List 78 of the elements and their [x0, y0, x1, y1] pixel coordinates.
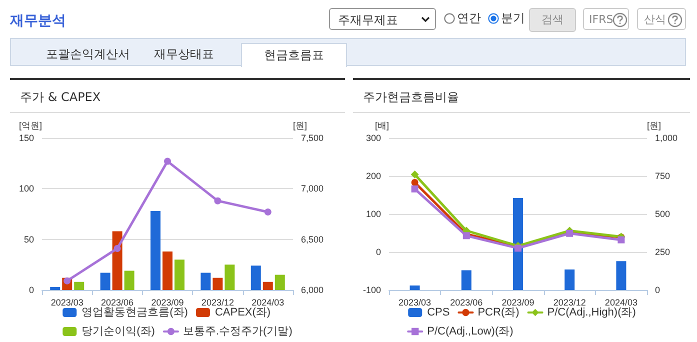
y2-tick-label: 750: [655, 171, 670, 181]
legend-label: 당기순이익(좌): [82, 326, 155, 338]
bar: [74, 282, 84, 290]
text: 산식: [644, 13, 666, 26]
y2-axis-title: [원]: [647, 120, 662, 130]
legend-label: PCR(좌): [478, 306, 520, 318]
y-tick-label: 0: [28, 285, 34, 295]
y2-axis-title: [원]: [293, 120, 308, 130]
bar: [410, 285, 420, 290]
text: 재무상태표: [153, 46, 215, 63]
bar: [212, 278, 223, 290]
y-axis-title: [배]: [374, 120, 389, 130]
y-tick-label: 150: [18, 133, 34, 143]
point: [214, 197, 222, 204]
text: 현금흐름표: [241, 43, 347, 67]
x-tick-label: 2023/12: [201, 298, 234, 308]
x-tick-label: 2023/03: [398, 298, 432, 308]
y-tick-label: 50: [24, 234, 34, 244]
bar: [564, 269, 575, 290]
text: 재무분석: [10, 12, 66, 30]
point: [264, 208, 272, 216]
y-tick-label: 0: [376, 247, 381, 257]
x-tick-label: 2023/09: [502, 298, 534, 308]
y2-tick-label: 500: [655, 209, 670, 219]
point: [114, 244, 121, 252]
y-tick-label: 100: [366, 209, 381, 219]
text: 연간: [457, 10, 481, 27]
y-axis-title: [억원]: [18, 120, 42, 130]
y2-tick-label: 250: [655, 247, 670, 257]
legend-label: P/C(Adj.,High)(좌): [547, 306, 636, 318]
y2-tick-label: 6,500: [301, 234, 324, 244]
bar: [100, 272, 110, 290]
y-tick-label: 200: [366, 171, 381, 181]
x-tick-label: 2023/09: [151, 298, 184, 308]
x-tick-label: 2024/03: [252, 298, 284, 308]
legend-label: CPS: [427, 306, 450, 318]
bar: [274, 274, 285, 290]
y-tick-label: -100: [362, 285, 381, 295]
bar: [224, 264, 235, 290]
bar: [461, 270, 472, 290]
y2-tick-label: 0: [655, 285, 660, 295]
point: [411, 178, 418, 186]
legend-label: 보통주.수정주가(기말): [182, 326, 292, 338]
bar: [150, 210, 160, 290]
text: 포괄손익계산서: [45, 46, 131, 63]
bar: [513, 198, 523, 290]
chart-title: 주가현금흐름비율: [353, 80, 690, 113]
point: [164, 158, 171, 165]
point: [410, 170, 419, 178]
y2-tick-label: 6,000: [301, 285, 324, 295]
legend-label: CAPEX(좌): [214, 306, 271, 318]
text: 주재무제표: [338, 13, 398, 27]
point: [618, 236, 625, 244]
y2-tick-label: 7,500: [301, 133, 324, 143]
x-tick-label: 2023/06: [450, 298, 483, 308]
y-tick-label: 100: [18, 184, 34, 194]
bar: [174, 260, 184, 290]
x-tick-label: 2023/06: [101, 298, 134, 308]
bar: [124, 270, 134, 290]
x-tick-label: 2023/03: [50, 298, 84, 308]
legend-label: 영업활동현금흐름(좌): [82, 306, 188, 318]
text: 분기: [501, 10, 525, 27]
x-tick-label: 2023/12: [553, 298, 586, 308]
bar: [262, 282, 273, 290]
bar: [200, 272, 211, 290]
y-tick-label: 300: [366, 133, 381, 143]
chart-title: 주가 & CAPEX: [10, 80, 345, 113]
bar: [50, 286, 60, 290]
y2-tick-label: 7,000: [301, 184, 324, 194]
bar: [616, 261, 626, 290]
text: 검색: [529, 8, 576, 32]
x-tick-label: 2024/03: [604, 298, 638, 308]
point: [411, 185, 418, 192]
y2-tick-label: 1,000: [655, 133, 678, 143]
bar: [162, 251, 172, 290]
text: IFRS: [589, 13, 614, 26]
bar: [250, 266, 261, 290]
legend-label: P/C(Adj.,Low)(좌): [427, 326, 514, 338]
